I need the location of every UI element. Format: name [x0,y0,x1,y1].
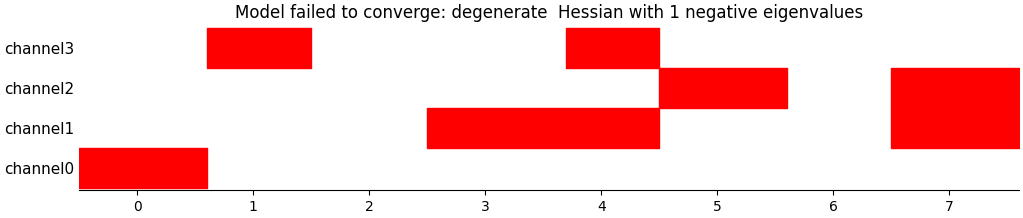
Title: Model failed to converge: degenerate  Hessian with 1 negative eigenvalues: Model failed to converge: degenerate Hes… [235,4,863,22]
